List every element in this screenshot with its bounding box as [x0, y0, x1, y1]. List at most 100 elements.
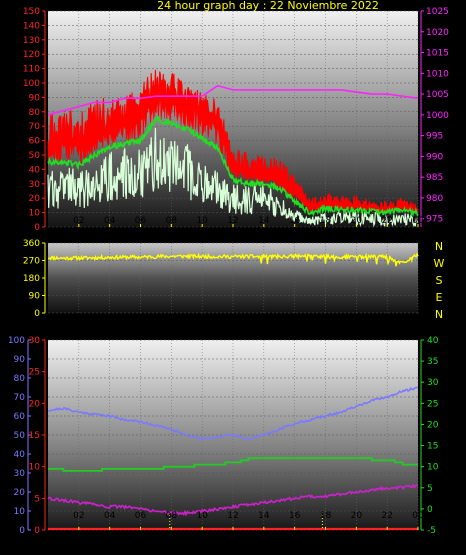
rain-tick-label: 15 [29, 431, 40, 441]
pressure-tick-label: 995 [426, 132, 443, 142]
rain-tick-label: 25 [29, 368, 40, 378]
climate-hour-label: 16 [289, 511, 301, 521]
humidity-tick-label: 70 [14, 393, 26, 403]
direction-tick-label: 90 [29, 292, 41, 302]
climate-hour-label: 12 [227, 511, 238, 521]
wind-hour-label: 18 [320, 216, 332, 226]
temperature-tick-label: 5 [427, 484, 433, 494]
climate-hour-label: 00 [412, 511, 424, 521]
humidity-tick-label: 30 [14, 469, 26, 479]
rain-tick-label: 5 [34, 494, 40, 504]
climate-hour-label: 22 [381, 511, 392, 521]
wind-left-tick-label: 20 [29, 194, 41, 204]
direction-tick-label: 180 [23, 274, 40, 284]
direction-series [47, 251, 419, 267]
wind-hour-label: 12 [227, 216, 238, 226]
pressure-tick-label: 1010 [426, 69, 449, 79]
temperature-series [48, 457, 418, 472]
humidity-tick-label: 90 [14, 355, 26, 365]
wind-left-tick-label: 90 [29, 93, 41, 103]
humidity-series [48, 386, 419, 441]
wind-left-tick-label: 150 [23, 7, 40, 17]
temperature-tick-label: 35 [427, 357, 438, 367]
climate-hour-label: 10 [196, 511, 208, 521]
wind-hour-label: 14 [258, 216, 270, 226]
graph-title: 24 hour graph day : 22 Noviembre 2022 [157, 0, 379, 12]
compass-label: N [435, 308, 443, 321]
wind-hour-label: 22 [381, 216, 392, 226]
wind-left-tick-label: 30 [29, 180, 41, 190]
pressure-tick-label: 1005 [426, 90, 449, 100]
climate-hour-label: 06 [135, 511, 147, 521]
pressure-tick-label: 985 [426, 173, 443, 183]
direction-tick-label: 0 [34, 309, 40, 319]
climate-hour-label: 02 [73, 511, 84, 521]
temperature-tick-label: 15 [427, 442, 438, 452]
wind-left-tick-label: 10 [29, 209, 41, 219]
pressure-tick-label: 1015 [426, 49, 449, 59]
temperature-tick-label: 40 [427, 336, 439, 346]
climate-hour-label: 04 [104, 511, 116, 521]
wind-hour-label: 02 [73, 216, 84, 226]
direction-tick-label: 270 [23, 257, 40, 267]
wind-left-tick-label: 130 [23, 36, 40, 46]
pressure-tick-label: 975 [426, 215, 443, 225]
wind-left-tick-label: 50 [29, 151, 41, 161]
wind-hour-label: 06 [135, 216, 147, 226]
rain-tick-label: 20 [29, 399, 41, 409]
climate-hour-label: 14 [258, 511, 270, 521]
temperature-tick-label: 10 [427, 463, 439, 473]
wind-hour-label: 00 [412, 216, 424, 226]
humidity-tick-label: 40 [14, 450, 26, 460]
wind-left-tick-label: 110 [23, 65, 40, 75]
humidity-tick-label: 50 [14, 431, 26, 441]
pressure-series [47, 85, 419, 116]
rain-tick-label: 10 [29, 463, 41, 473]
pressure-tick-label: 1020 [426, 28, 449, 38]
climate-hour-label: 18 [320, 511, 332, 521]
humidity-tick-label: 10 [14, 507, 26, 517]
wind-left-tick-label: 80 [29, 108, 41, 118]
wind-left-tick-label: 60 [29, 137, 41, 147]
wind-min-series [47, 127, 419, 228]
temperature-tick-label: -5 [427, 526, 436, 536]
humidity-tick-label: 80 [14, 374, 26, 384]
climate-hour-label: 08 [166, 511, 178, 521]
wind-hour-label: 08 [166, 216, 178, 226]
pressure-tick-label: 980 [426, 194, 443, 204]
direction-tick-label: 360 [23, 239, 40, 249]
temperature-tick-label: 0 [427, 505, 433, 515]
humidity-tick-label: 60 [14, 412, 26, 422]
pressure-tick-label: 1000 [426, 111, 449, 121]
pressure-tick-label: 990 [426, 152, 443, 162]
compass-label: W [434, 257, 445, 270]
compass-label: S [436, 274, 443, 287]
humidity-tick-label: 0 [19, 526, 25, 536]
wind-avg-series [47, 115, 419, 218]
wind-left-tick-label: 0 [34, 223, 40, 233]
dewpoint-series [47, 483, 419, 517]
rain-tick-label: 30 [29, 336, 41, 346]
temperature-tick-label: 20 [427, 420, 439, 430]
wind-hour-label: 10 [196, 216, 208, 226]
rain-tick-label: 0 [34, 526, 40, 536]
temperature-tick-label: 25 [427, 399, 438, 409]
wind-left-tick-label: 140 [23, 21, 40, 31]
wind-left-tick-label: 40 [29, 165, 41, 175]
compass-label: E [436, 291, 443, 304]
wind-hour-label: 20 [351, 216, 363, 226]
pressure-tick-label: 1025 [426, 7, 449, 17]
wind-hour-label: 04 [104, 216, 116, 226]
humidity-tick-label: 100 [8, 336, 25, 346]
compass-label: N [435, 240, 443, 253]
climate-hour-label: 20 [351, 511, 363, 521]
wind-left-tick-label: 100 [23, 79, 40, 89]
wind-left-tick-label: 120 [23, 50, 40, 60]
wind-hour-label: 16 [289, 216, 301, 226]
wind-gust-line [47, 69, 419, 213]
temperature-tick-label: 30 [427, 378, 439, 388]
